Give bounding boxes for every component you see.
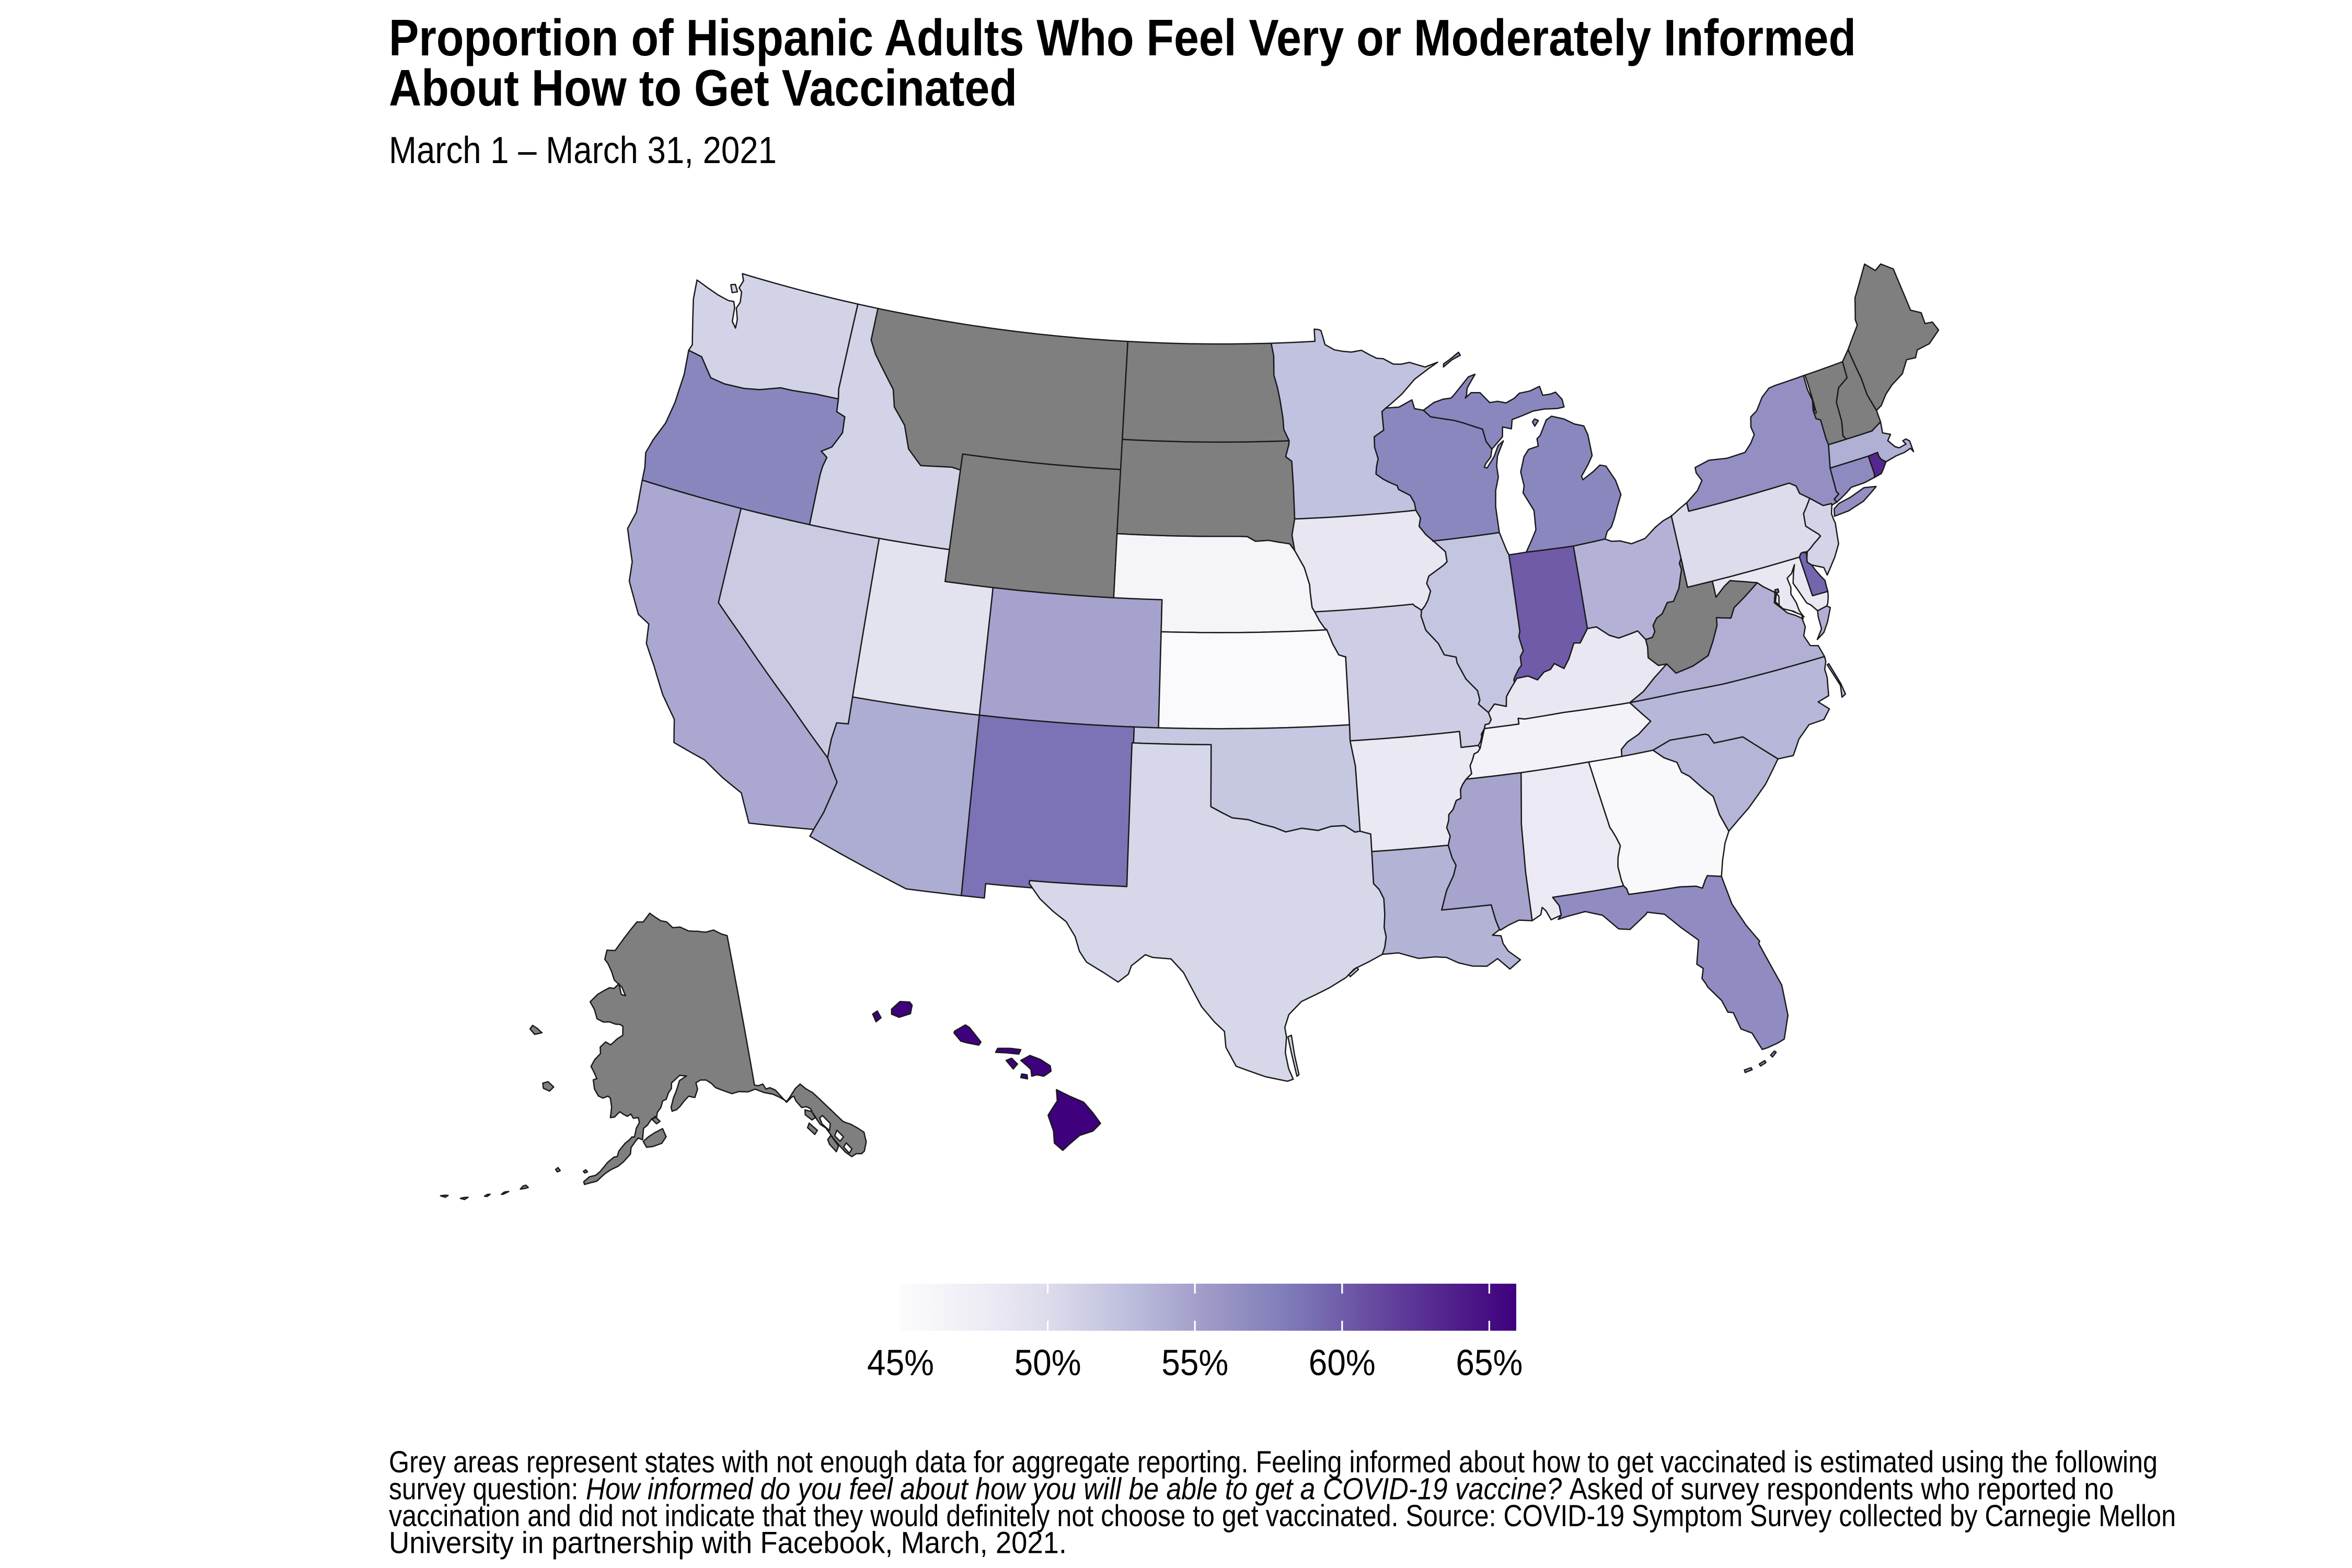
svg-text:45%: 45% (867, 1342, 934, 1383)
svg-text:survey question:: survey question: (389, 1472, 579, 1506)
svg-text:Grey areas represent states wi: Grey areas represent states with not eno… (389, 1445, 2158, 1479)
svg-text:60%: 60% (1309, 1342, 1376, 1383)
svg-text:65%: 65% (1456, 1342, 1523, 1383)
svg-text:50%: 50% (1014, 1342, 1081, 1383)
svg-text:How informed do you feel about: How informed do you feel about how you w… (586, 1472, 1562, 1506)
svg-text:About How to Get Vaccinated: About How to Get Vaccinated (389, 59, 1017, 117)
svg-text:vaccination and did not indica: vaccination and did not indicate that th… (389, 1499, 2176, 1533)
svg-text:55%: 55% (1161, 1342, 1228, 1383)
svg-text:March 1 – March 31, 2021: March 1 – March 31, 2021 (389, 130, 777, 171)
svg-text:University in partnership with: University in partnership with Facebook,… (389, 1526, 1067, 1560)
svg-text:Proportion of Hispanic Adults: Proportion of Hispanic Adults Who Feel V… (389, 9, 1856, 66)
svg-text:Asked of survey respondents wh: Asked of survey respondents who reported… (1570, 1472, 2114, 1506)
